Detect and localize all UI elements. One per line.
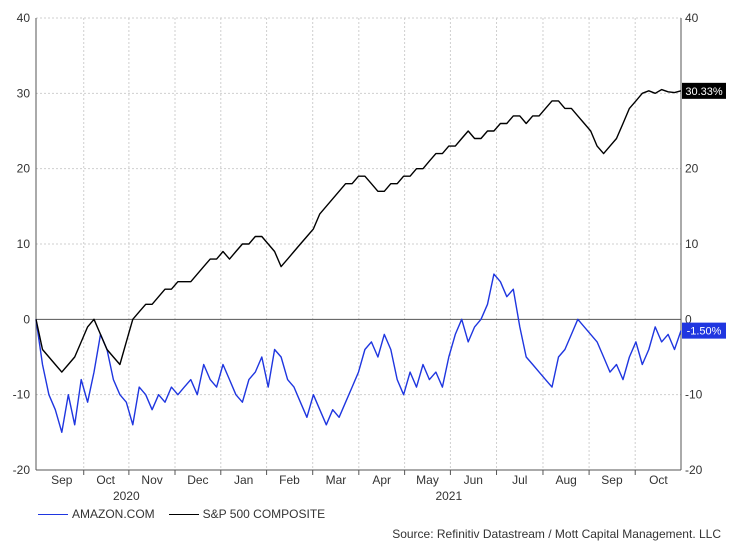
grid <box>36 17 681 471</box>
y-tick-label-left: 10 <box>17 237 31 251</box>
y-tick-label-right: 0 <box>685 312 692 326</box>
y-tick-label-left: 20 <box>17 162 31 176</box>
x-tick-label: May <box>416 473 439 487</box>
y-tick-label-right: 20 <box>685 162 699 176</box>
legend-item-sp500[interactable]: S&P 500 COMPOSITE <box>168 507 326 521</box>
series-layer <box>35 88 682 433</box>
y-tick-label-left: 0 <box>23 312 30 326</box>
x-tick-label: Apr <box>372 473 391 487</box>
x-tick-label: Aug <box>556 473 577 487</box>
y-tick-label-right: -10 <box>685 388 703 402</box>
legend: AMAZON.COM S&P 500 COMPOSITE <box>38 507 325 521</box>
y-tick-label-left: 40 <box>17 11 31 25</box>
x-tick-label: Sep <box>601 473 623 487</box>
x-tick-label: Jul <box>512 473 527 487</box>
x-tick-label: Jan <box>234 473 253 487</box>
y-tick-label-right: 10 <box>685 237 699 251</box>
legend-swatch-amazon <box>38 513 68 515</box>
end-label-sp500: 30.33% <box>682 82 726 99</box>
y-tick-label-right: 40 <box>685 11 699 25</box>
x-tick-label: Feb <box>279 473 300 487</box>
end-label-box <box>682 322 726 339</box>
x-year-label: 2021 <box>435 489 462 503</box>
y-tick-label-left: -10 <box>13 388 31 402</box>
x-tick-label: Sep <box>51 473 73 487</box>
y-tick-label-left: 30 <box>17 86 31 100</box>
legend-label-sp500: S&P 500 COMPOSITE <box>202 507 326 521</box>
x-tick-label: Jun <box>464 473 483 487</box>
legend-label-amazon: AMAZON.COM <box>72 507 155 521</box>
series-line-amazon <box>35 273 682 433</box>
x-tick-label: Mar <box>326 473 347 487</box>
legend-swatch-sp500 <box>168 513 199 515</box>
y-tick-label-right: -20 <box>685 463 703 477</box>
x-tick-label: Nov <box>141 473 162 487</box>
source-note: Source: Refinitiv Datastream / Mott Capi… <box>392 527 721 541</box>
x-tick-label: Dec <box>187 473 208 487</box>
end-labels: -1.50% 30.33% <box>682 82 726 339</box>
series-line-sp500 <box>35 88 682 373</box>
axes: -20-20-10-10001010202030304040SepOctNovD… <box>13 11 703 503</box>
end-label-box <box>682 82 726 99</box>
y-tick-label-left: -20 <box>13 463 31 477</box>
x-tick-label: Oct <box>96 473 115 487</box>
end-label-text: -1.50% <box>687 326 722 338</box>
x-year-label: 2020 <box>113 489 140 503</box>
x-tick-label: Oct <box>649 473 668 487</box>
end-label-text: 30.33% <box>685 86 723 98</box>
end-label-amazon: -1.50% <box>682 322 726 339</box>
legend-item-amazon[interactable]: AMAZON.COM <box>38 507 155 521</box>
